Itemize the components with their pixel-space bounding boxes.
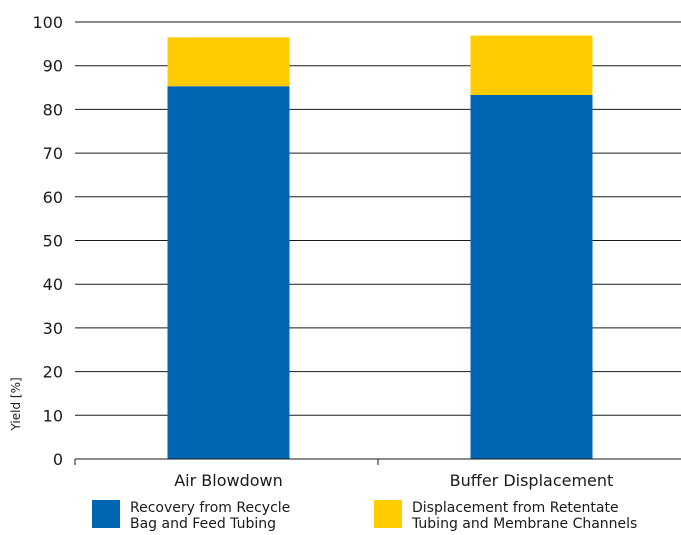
y-tick-label: 20	[43, 363, 63, 382]
y-tick-label: 70	[43, 144, 63, 163]
y-axis-label: Yield [%]	[9, 377, 23, 431]
bar-segment-displacement	[167, 37, 290, 87]
x-category-label: Buffer Displacement	[450, 471, 614, 490]
legend-label-recovery: Recovery from Recycle Bag and Feed Tubin…	[130, 500, 291, 532]
y-tick-label: 90	[43, 57, 63, 76]
bars	[167, 35, 593, 459]
legend-item-displacement: Displacement from Retentate Tubing and M…	[374, 500, 637, 532]
legend-item-recovery: Recovery from Recycle Bag and Feed Tubin…	[92, 500, 290, 532]
bar-segment-recovery	[470, 94, 593, 459]
x-category-label: Air Blowdown	[174, 471, 283, 490]
bar-segment-displacement	[470, 35, 593, 95]
y-tick-label: 50	[43, 232, 63, 251]
bar-segment-recovery	[167, 86, 290, 459]
y-tick-label: 40	[43, 275, 63, 294]
y-tick-label: 10	[43, 406, 63, 425]
legend-swatch-displacement	[374, 500, 402, 528]
y-tick-label: 60	[43, 188, 63, 207]
y-tick-label: 0	[53, 450, 63, 469]
y-tick-label: 100	[32, 13, 63, 32]
axes: 0 10 20 30 40 50 60 70 80 90 100 Air Blowdown Buffer…	[32, 13, 681, 490]
legend-swatch-recovery	[92, 500, 120, 528]
y-tick-label: 80	[43, 100, 63, 119]
legend-label-displacement: Displacement from Retentate Tubing and M…	[412, 500, 638, 532]
y-tick-label: 30	[43, 319, 63, 338]
